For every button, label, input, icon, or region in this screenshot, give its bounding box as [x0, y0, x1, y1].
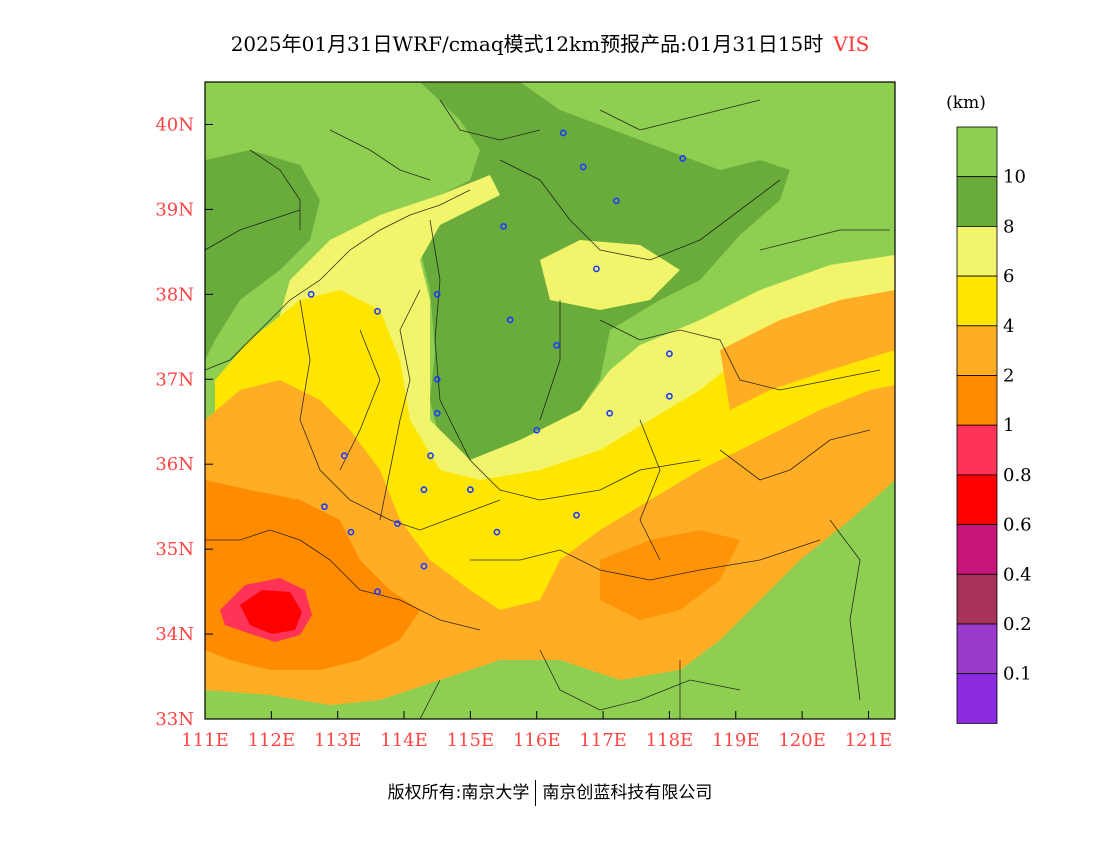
visibility-field	[205, 82, 895, 719]
chart-title: 2025年01月31日WRF/cmaq模式12km预报产品:01月31日15时 V…	[0, 28, 1100, 57]
field-orange-east	[600, 530, 740, 620]
colorbar-unit: (km)	[946, 93, 986, 113]
lon-tick-label: 114E	[380, 730, 428, 751]
city-marker	[533, 426, 541, 434]
lon-tick-label: 121E	[845, 730, 893, 751]
city-marker	[493, 528, 501, 536]
colorbar-swatch	[956, 623, 998, 675]
title-main: 2025年01月31日WRF/cmaq模式12km预报产品:01月31日15时	[230, 32, 824, 56]
field-red	[240, 590, 302, 634]
colorbar-swatch	[956, 573, 998, 625]
lat-tick-label: 38N	[155, 284, 194, 305]
city-marker	[506, 316, 514, 324]
colorbar-label: 2	[1003, 366, 1014, 387]
city-marker	[579, 163, 587, 171]
city-marker	[420, 486, 428, 494]
city-marker	[666, 350, 673, 358]
lon-tick-label: 117E	[579, 730, 627, 751]
lat-tick-label: 35N	[155, 539, 194, 560]
footer-separator	[535, 780, 537, 806]
city-marker	[394, 520, 401, 528]
colorbar-swatch	[956, 126, 998, 178]
city-marker	[612, 197, 620, 205]
colorbar-swatch	[956, 275, 998, 327]
colorbar-label: 0.8	[1003, 465, 1032, 486]
field-pale-yellow	[270, 175, 895, 520]
lon-tick-label: 111E	[181, 730, 229, 751]
lon-tick-label: 118E	[646, 730, 694, 751]
city-marker	[321, 503, 328, 511]
colorbar-swatch	[956, 474, 998, 525]
colorbar-label: 0.1	[1003, 664, 1032, 685]
colorbar-swatch	[956, 225, 998, 277]
city-marker	[433, 375, 441, 383]
lon-tick-label: 119E	[712, 730, 760, 751]
lat-tick-label: 33N	[155, 709, 194, 730]
city-marker	[307, 290, 315, 298]
city-marker	[433, 409, 441, 417]
footer-right: 南京创蓝科技有限公司	[542, 783, 713, 803]
lat-tick-label: 37N	[155, 369, 194, 390]
city-marker	[374, 588, 381, 595]
field-orange-light-east	[720, 290, 895, 410]
colorbar-swatch	[956, 524, 998, 575]
colorbar-label: 0.2	[1003, 614, 1032, 635]
lon-tick-label: 112E	[248, 730, 296, 751]
city-markers	[307, 129, 687, 595]
lon-axis: 111E 112E 113E 114E 115E 116E 117E 118E 119E 120E…	[181, 711, 892, 751]
footer-left: 版权所有:南京大学	[387, 783, 530, 803]
field-pale-yellow-ne	[540, 240, 680, 310]
lat-axis: 33N 34N 35N 36N 37N 38N 39N 40N	[155, 114, 213, 730]
admin-boundaries	[205, 99, 890, 719]
colorbar-label: 0.6	[1003, 515, 1032, 536]
colorbar-swatch	[956, 424, 998, 476]
city-marker	[420, 562, 428, 570]
city-marker	[340, 452, 348, 460]
lon-tick-label: 116E	[513, 730, 561, 751]
map-frame	[204, 81, 896, 720]
title-variable: VIS	[833, 32, 870, 56]
colorbar-labels: 10 8 6 4 2 1 0.8 0.6 0.4 0.2 0.1	[1003, 167, 1032, 685]
lon-tick-label: 115E	[447, 730, 495, 751]
colorbar-label: 0.4	[1003, 564, 1032, 585]
colorbar-label: 1	[1003, 415, 1014, 436]
city-marker	[606, 409, 614, 417]
colorbar-swatch	[956, 375, 998, 426]
city-marker	[679, 155, 687, 162]
city-marker	[553, 341, 561, 349]
copyright-footer: 版权所有:南京大学 南京创蓝科技有限公司	[0, 778, 1100, 806]
lat-tick-label: 39N	[155, 199, 194, 220]
city-marker	[593, 265, 600, 273]
city-marker	[559, 129, 567, 137]
city-marker	[427, 452, 434, 460]
lat-tick-label: 34N	[155, 624, 194, 645]
field-dark-green-west	[205, 150, 320, 360]
colorbar-label: 8	[1003, 216, 1014, 237]
colorbar-label: 4	[1003, 316, 1014, 337]
colorbar-label: 6	[1003, 266, 1014, 287]
city-marker	[500, 222, 507, 230]
colorbar-swatch	[956, 325, 998, 376]
colorbar-blocks	[956, 126, 998, 724]
city-marker	[666, 392, 673, 400]
lat-tick-label: 36N	[155, 454, 194, 475]
city-marker	[466, 486, 474, 494]
colorbar-swatch	[956, 673, 998, 724]
city-marker	[433, 290, 441, 298]
colorbar-swatch	[956, 176, 998, 227]
lat-tick-label: 40N	[155, 114, 194, 135]
city-marker	[347, 528, 355, 536]
colorbar-label: 10	[1003, 167, 1026, 188]
city-marker	[374, 307, 381, 315]
city-marker	[573, 511, 580, 519]
lon-tick-label: 120E	[778, 730, 826, 751]
lon-tick-label: 113E	[314, 730, 362, 751]
